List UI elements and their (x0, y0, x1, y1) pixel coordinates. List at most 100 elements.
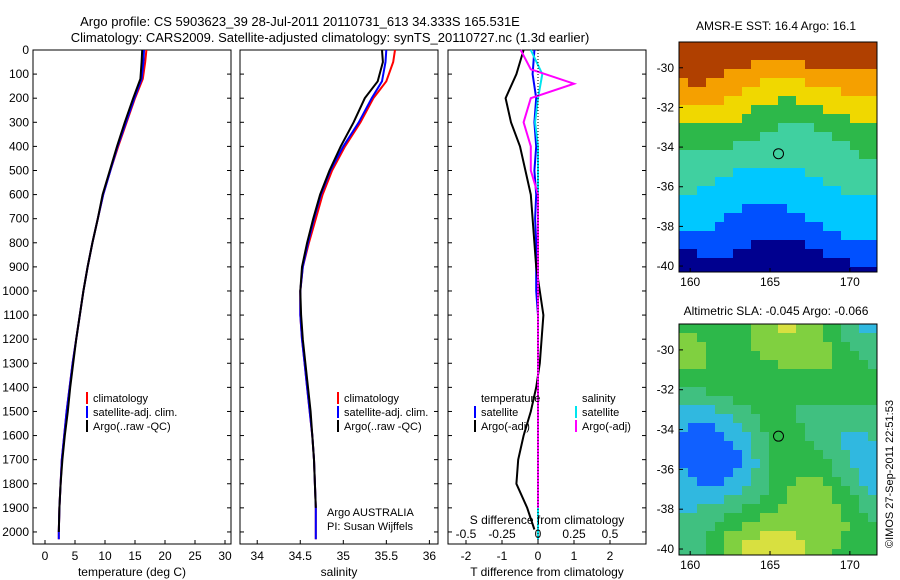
map-cell (733, 114, 742, 123)
map-cell (724, 195, 733, 204)
map-cell (841, 186, 850, 195)
map-cell (742, 333, 751, 342)
map-cell (850, 168, 859, 177)
depth-tick-label: 1500 (2, 404, 29, 418)
map-cell (823, 486, 832, 495)
map-cell (688, 396, 697, 405)
temperature-panel-frame (32, 49, 232, 545)
map-cell (859, 468, 868, 477)
map-cell (706, 186, 715, 195)
map-cell (733, 477, 742, 486)
map-cell (679, 369, 688, 378)
map-cell (679, 186, 688, 195)
map-cell (796, 177, 805, 186)
map-cell (850, 522, 859, 531)
map-cell (796, 450, 805, 459)
map-cell (814, 240, 823, 249)
map-cell (841, 333, 850, 342)
map-cell (778, 351, 787, 360)
map-cell (742, 177, 751, 186)
map-cell (742, 213, 751, 222)
map-cell (724, 159, 733, 168)
map-cell (715, 441, 724, 450)
map-cell (832, 414, 841, 423)
depth-tick-label: 2000 (2, 525, 29, 539)
map-cell (832, 441, 841, 450)
map-cell (742, 432, 751, 441)
map-cell (769, 159, 778, 168)
map-cell (733, 333, 742, 342)
map-cell (778, 387, 787, 396)
map-cell (796, 186, 805, 195)
map-cell (742, 96, 751, 105)
map-cell (733, 540, 742, 549)
map-cell (733, 150, 742, 159)
map-cell (724, 486, 733, 495)
map-cell (688, 186, 697, 195)
map-cell (841, 387, 850, 396)
x-tick-label: 15 (128, 549, 142, 563)
map-cell (715, 186, 724, 195)
map-cell (706, 369, 715, 378)
map-cell (841, 396, 850, 405)
series-line-t-argo-adj- (504, 49, 545, 530)
map-cell (724, 423, 733, 432)
map-cell (868, 333, 877, 342)
map-cell (805, 186, 814, 195)
map-cell (769, 522, 778, 531)
map-cell (850, 195, 859, 204)
map-cell (760, 78, 769, 87)
map-cell (787, 267, 796, 272)
map-cell (841, 132, 850, 141)
map-cell (697, 168, 706, 177)
map-cell (724, 177, 733, 186)
map-cell (778, 114, 787, 123)
map-cell (814, 477, 823, 486)
map-cell (787, 87, 796, 96)
map-cell (805, 150, 814, 159)
map-cell (859, 486, 868, 495)
map-cell (868, 96, 877, 105)
map-cell (850, 333, 859, 342)
map-cell (787, 513, 796, 522)
map-cell (760, 141, 769, 150)
map-cell (724, 459, 733, 468)
map-cell (724, 60, 733, 69)
map-cell (751, 513, 760, 522)
map-cell (850, 495, 859, 504)
map-cell (733, 96, 742, 105)
map-cell (868, 459, 877, 468)
map-cell (778, 477, 787, 486)
map-cell (868, 258, 877, 267)
map-cell (697, 87, 706, 96)
map-cell (697, 423, 706, 432)
map-cell (778, 204, 787, 213)
map-cell (724, 396, 733, 405)
map-cell (841, 342, 850, 351)
map-cell (868, 540, 877, 549)
map-cell (805, 432, 814, 441)
map-cell (805, 477, 814, 486)
map-cell (796, 414, 805, 423)
map-cell (805, 123, 814, 132)
map-cell (724, 513, 733, 522)
map-cell (751, 495, 760, 504)
map-cell (832, 267, 841, 272)
map-cell (841, 78, 850, 87)
map-cell (724, 267, 733, 272)
map-x-tick-label: 160 (680, 275, 700, 289)
map-cell (868, 159, 877, 168)
map-cell (688, 369, 697, 378)
map-cell (769, 495, 778, 504)
map-cell (751, 105, 760, 114)
map-cell (841, 423, 850, 432)
map-cell (787, 468, 796, 477)
map-cell (778, 450, 787, 459)
map-cell (733, 378, 742, 387)
map-cell (868, 69, 877, 78)
map-cell (832, 87, 841, 96)
map-cell (832, 96, 841, 105)
map-cell (841, 168, 850, 177)
map-cell (697, 267, 706, 272)
